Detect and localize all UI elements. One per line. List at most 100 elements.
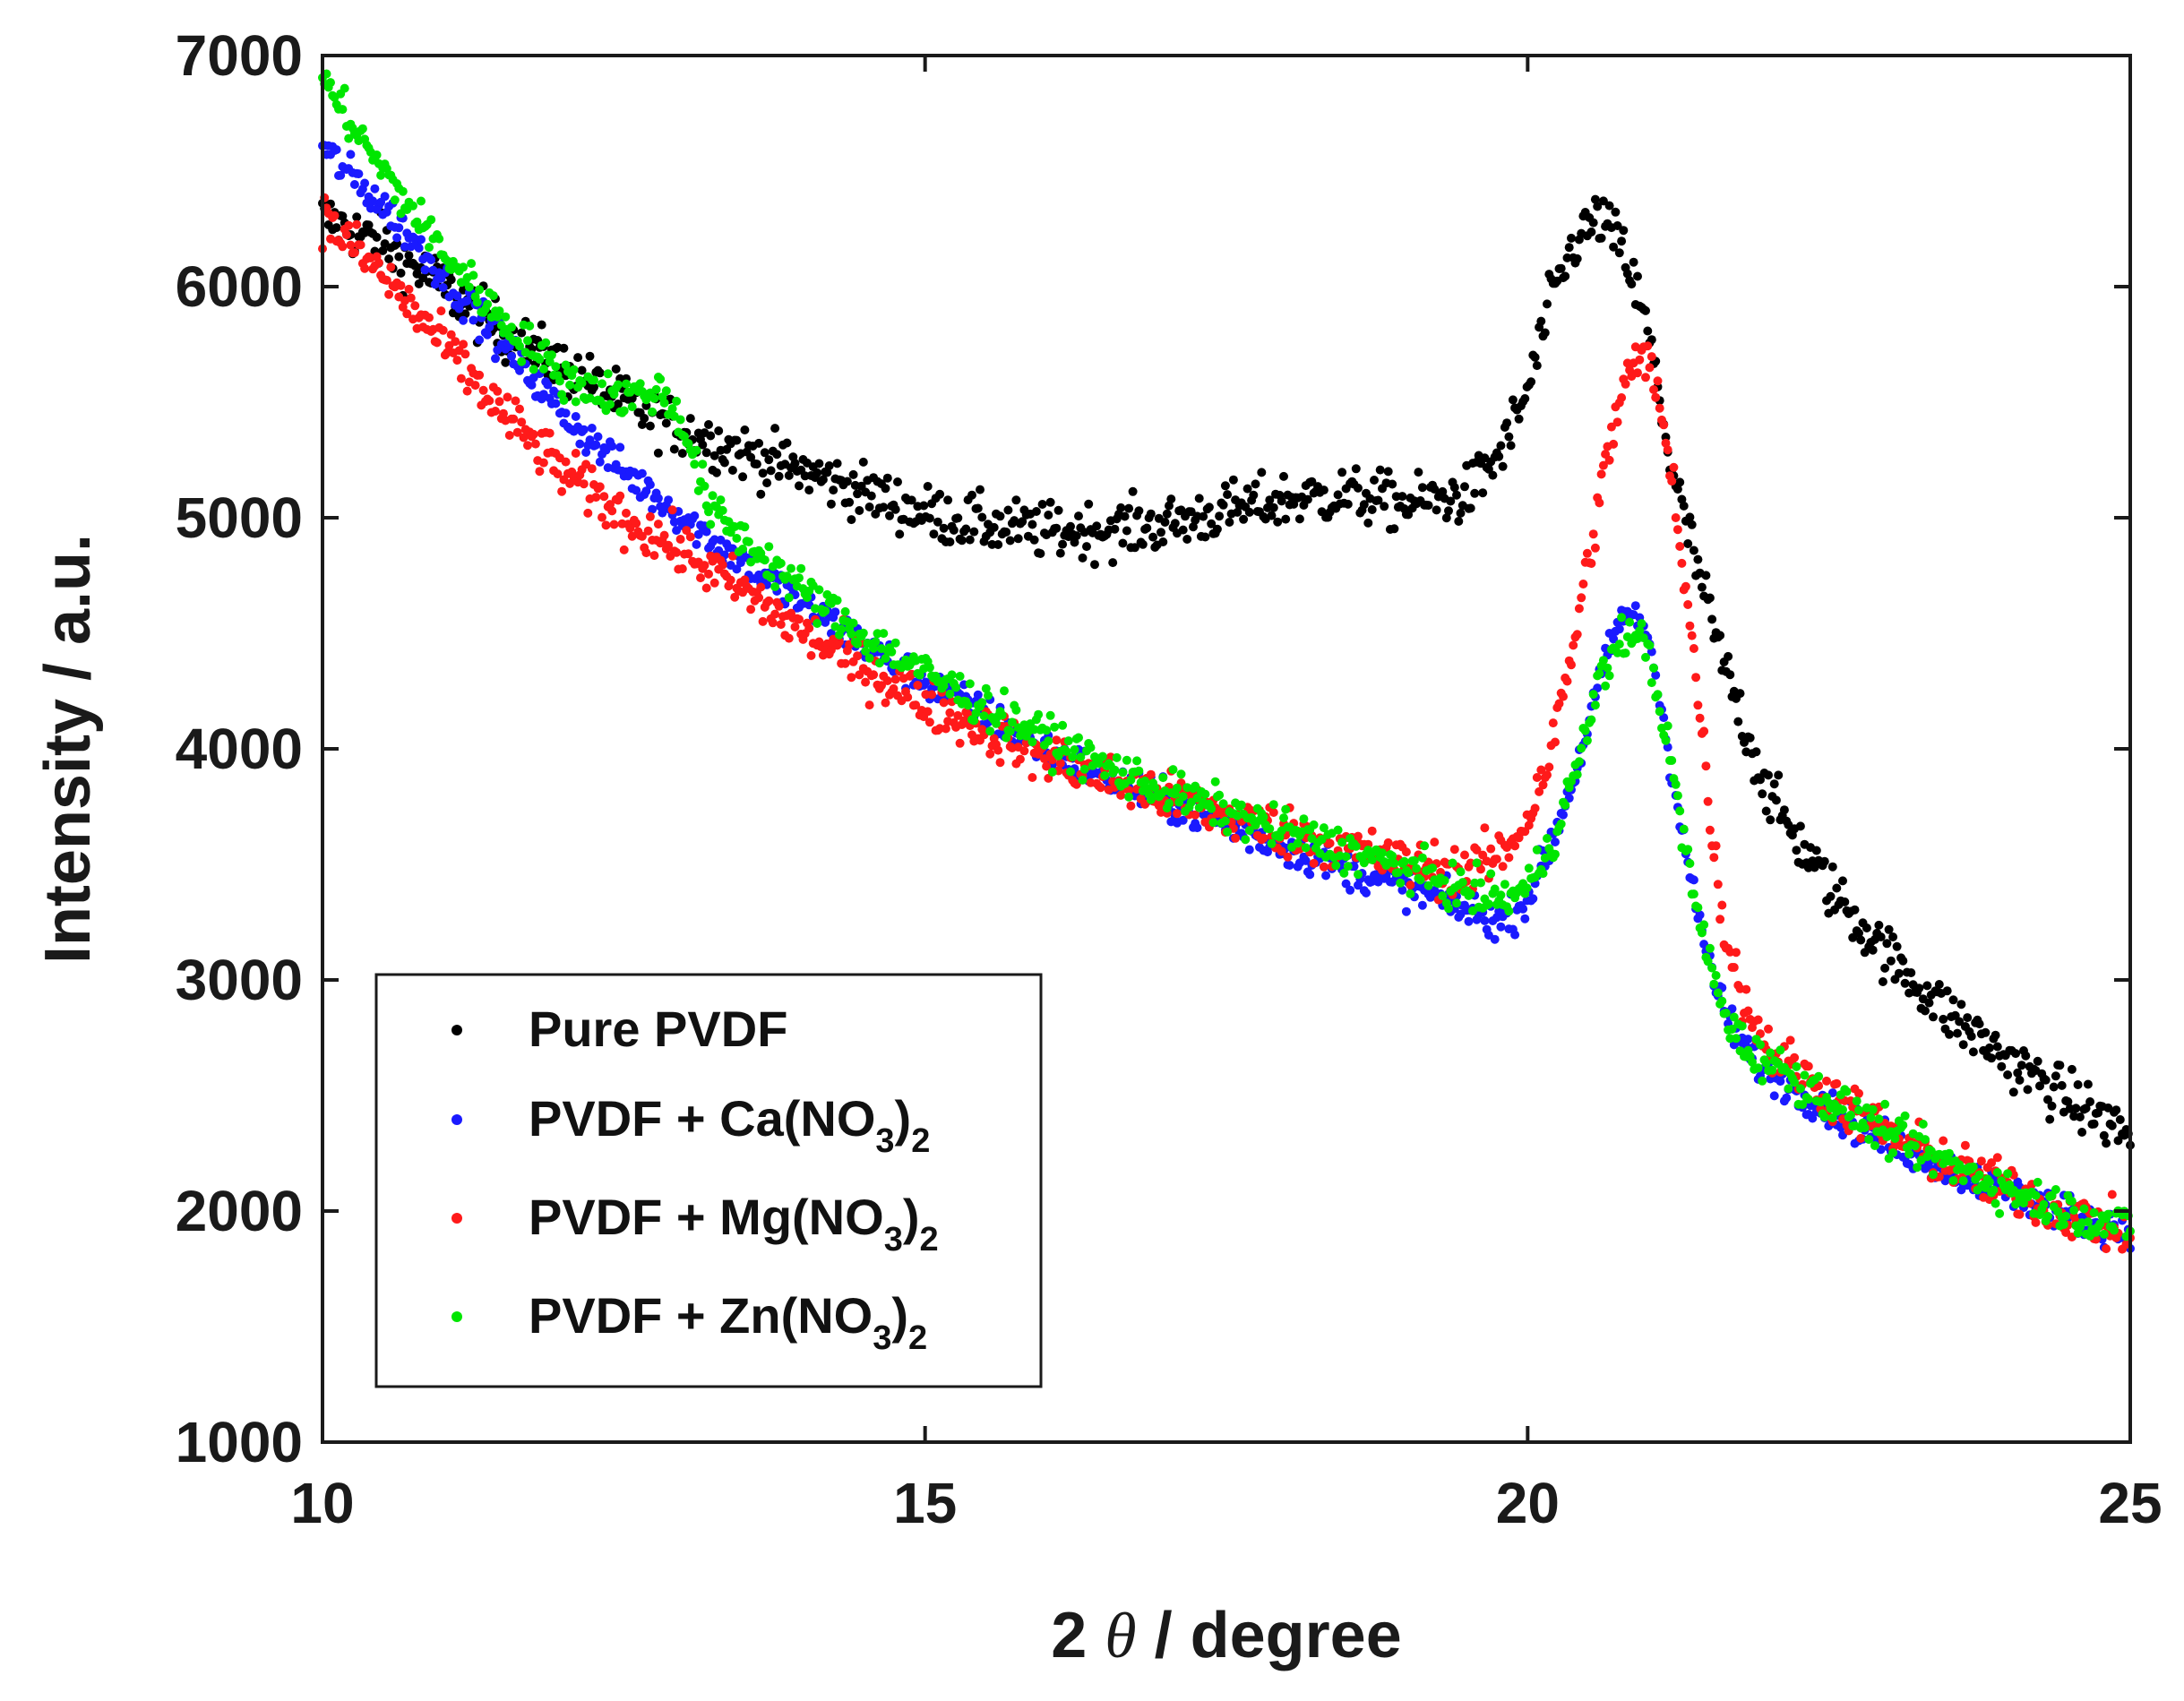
data-point xyxy=(1707,614,1717,624)
y-tick-label: 1000 xyxy=(176,1410,303,1474)
data-point xyxy=(1709,979,1719,989)
data-point xyxy=(667,404,677,414)
data-point xyxy=(1341,852,1351,862)
data-point xyxy=(1766,1048,1776,1058)
data-point xyxy=(1510,930,1520,940)
data-point xyxy=(1689,889,1698,899)
data-point xyxy=(1687,631,1697,640)
data-point xyxy=(879,503,889,512)
data-point xyxy=(1068,752,1078,762)
data-point xyxy=(1257,468,1267,477)
legend-marker xyxy=(451,1025,462,1035)
data-point xyxy=(1577,743,1586,753)
data-point xyxy=(1556,263,1566,273)
data-point xyxy=(1354,870,1363,880)
data-point xyxy=(1097,752,1107,761)
data-point xyxy=(735,558,745,568)
data-point xyxy=(861,647,871,656)
data-point xyxy=(632,485,641,495)
data-point xyxy=(1423,881,1433,890)
data-point xyxy=(1210,777,1220,786)
data-point xyxy=(1375,465,1385,475)
data-point xyxy=(1689,546,1698,555)
data-point xyxy=(517,328,527,338)
data-point xyxy=(627,402,637,412)
x-tick-label: 20 xyxy=(1496,1471,1560,1535)
data-point xyxy=(614,399,623,408)
data-point xyxy=(1572,253,1582,263)
data-point xyxy=(977,512,987,522)
data-point xyxy=(338,211,348,221)
data-point xyxy=(1218,500,1228,510)
data-point xyxy=(1741,984,1751,994)
data-point xyxy=(1359,500,1369,510)
data-point xyxy=(2089,1207,2099,1217)
data-point xyxy=(1116,503,1126,512)
data-point xyxy=(738,545,748,554)
data-point xyxy=(1486,844,1496,854)
data-point xyxy=(1918,1120,1928,1129)
data-point xyxy=(1186,507,1196,517)
data-point xyxy=(762,478,772,488)
data-point xyxy=(1050,722,1060,732)
data-point xyxy=(709,451,719,460)
data-point xyxy=(555,376,564,386)
data-point xyxy=(716,495,726,505)
x-tick-label: 10 xyxy=(290,1471,354,1535)
data-point xyxy=(1614,624,1624,634)
data-point xyxy=(787,563,795,573)
data-point xyxy=(1220,481,1230,491)
data-point xyxy=(641,548,651,558)
data-point xyxy=(1559,692,1568,701)
data-point xyxy=(1968,1162,1978,1172)
data-point xyxy=(1466,889,1475,898)
data-point xyxy=(589,382,598,392)
data-point xyxy=(969,716,979,726)
data-point xyxy=(581,448,591,457)
data-point xyxy=(392,233,402,243)
data-point xyxy=(1729,1012,1739,1022)
data-point xyxy=(656,374,666,384)
data-point xyxy=(527,380,537,390)
data-point xyxy=(1695,910,1705,920)
data-point xyxy=(1934,980,1944,989)
data-point xyxy=(472,297,482,307)
data-point xyxy=(1567,660,1576,670)
data-point xyxy=(1031,507,1041,516)
data-point xyxy=(1452,898,1461,908)
x-tick-label: 15 xyxy=(893,1471,957,1535)
data-point xyxy=(1992,1153,2002,1163)
data-point xyxy=(1641,652,1650,662)
data-point xyxy=(1984,1043,1994,1052)
data-point xyxy=(1540,328,1550,338)
data-point xyxy=(1792,846,1801,855)
data-point xyxy=(1675,542,1685,551)
data-point xyxy=(933,517,942,527)
data-point xyxy=(1397,885,1407,895)
data-point xyxy=(2113,1136,2123,1146)
data-point xyxy=(1281,514,1291,524)
data-point xyxy=(349,248,359,258)
data-point xyxy=(1647,678,1656,688)
data-point xyxy=(1913,1163,1922,1173)
data-point xyxy=(1832,1078,1842,1088)
legend-label-sub1: 3 xyxy=(884,1221,903,1259)
data-point xyxy=(947,670,957,680)
data-point xyxy=(939,523,949,533)
data-point xyxy=(632,519,641,528)
data-point xyxy=(661,418,671,428)
data-point xyxy=(939,698,949,708)
data-point xyxy=(1074,733,1083,743)
legend-label-ca: PVDF + Ca(NO3)2 xyxy=(529,1090,930,1160)
data-point xyxy=(1707,963,1717,973)
data-point xyxy=(553,469,563,479)
data-point xyxy=(895,529,905,539)
data-point xyxy=(889,683,899,693)
data-point xyxy=(503,392,512,402)
data-point xyxy=(795,573,804,583)
data-point xyxy=(992,718,1001,728)
data-point xyxy=(1470,488,1480,498)
data-point xyxy=(1604,455,1614,465)
data-point xyxy=(370,184,380,193)
data-point xyxy=(1138,539,1148,549)
